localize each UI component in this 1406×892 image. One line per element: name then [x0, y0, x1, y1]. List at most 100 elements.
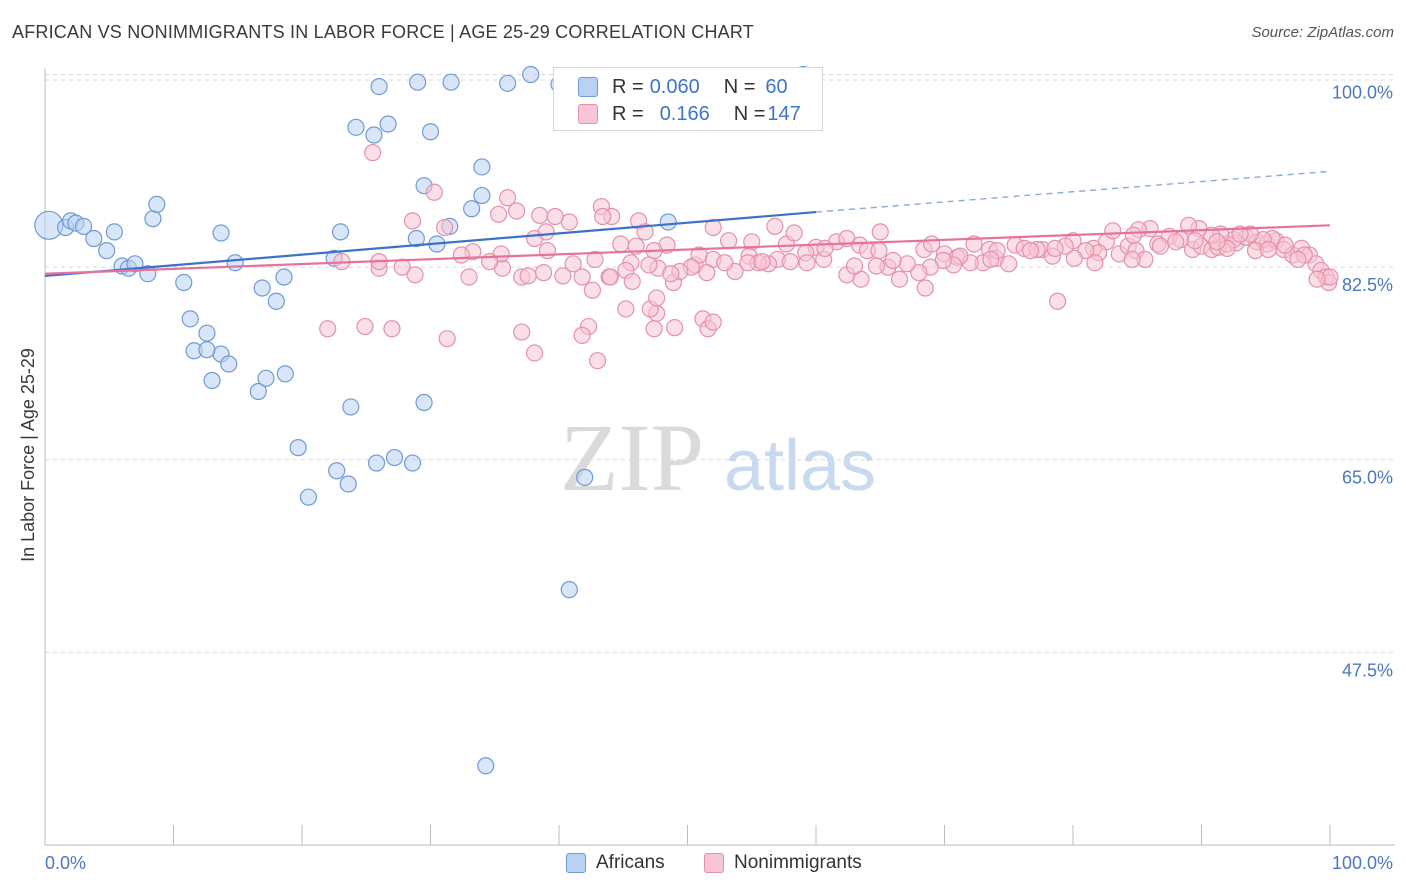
point-africans [385, 448, 404, 467]
point-africans [347, 118, 365, 136]
point-africans [98, 242, 116, 260]
point-nonimmigrants [816, 239, 834, 258]
point-africans [473, 158, 491, 176]
point-nonimmigrants [617, 300, 635, 318]
legend-row-africans: R = 0.060 N = 60 [554, 73, 788, 101]
point-nonimmigrants [356, 317, 374, 336]
y-tick-label: 82.5% [1342, 275, 1393, 295]
point-nonimmigrants [1289, 250, 1307, 269]
point-nonimmigrants [910, 264, 928, 282]
point-nonimmigrants [698, 264, 716, 282]
point-africans [257, 369, 275, 387]
trend-line-africans-extension [815, 170, 1331, 213]
watermark-zip: ZIP [560, 404, 704, 511]
point-africans [249, 382, 267, 401]
point-nonimmigrants [870, 242, 888, 260]
point-nonimmigrants [364, 144, 382, 162]
point-nonimmigrants [704, 313, 722, 331]
point-nonimmigrants [586, 250, 604, 269]
legend-swatch-nonimmigrants [704, 853, 724, 873]
legend-n-value: 147 [767, 102, 801, 125]
point-nonimmigrants [513, 323, 531, 341]
source-label: Source: ZipAtlas.com [1251, 24, 1394, 41]
point-africans [415, 393, 433, 412]
point-africans [403, 454, 422, 472]
point-africans [473, 186, 491, 205]
point-nonimmigrants [546, 207, 564, 226]
point-nonimmigrants [452, 246, 470, 264]
point-nonimmigrants [534, 264, 553, 282]
point-africans [328, 462, 346, 480]
point-nonimmigrants [403, 212, 422, 230]
legend-n-label: N = [733, 102, 766, 125]
point-africans [331, 223, 350, 241]
point-nonimmigrants [393, 258, 411, 276]
point-nonimmigrants [1065, 249, 1083, 267]
point-africans [74, 217, 93, 235]
point-nonimmigrants [916, 279, 934, 297]
point-africans [144, 210, 162, 228]
watermark: ZIP atlas [560, 404, 876, 511]
point-nonimmigrants [753, 253, 771, 271]
point-africans [659, 213, 677, 231]
point-nonimmigrants [884, 251, 902, 270]
point-nonimmigrants [640, 256, 658, 274]
legend-label-nonimmigrants: Nonimmigrants [734, 852, 862, 873]
point-nonimmigrants [1086, 254, 1104, 272]
point-nonimmigrants [490, 205, 508, 223]
point-africans [198, 341, 216, 359]
point-nonimmigrants [720, 232, 738, 250]
point-nonimmigrants [1048, 292, 1067, 310]
point-nonimmigrants [867, 257, 885, 275]
point-africans [275, 268, 293, 286]
point-nonimmigrants [781, 253, 799, 271]
point-africans [477, 757, 495, 775]
point-nonimmigrants [636, 223, 654, 241]
trend-lines [44, 170, 1331, 278]
point-africans [148, 195, 166, 213]
point-nonimmigrants [1208, 233, 1226, 251]
point-nonimmigrants [666, 319, 684, 337]
series-nonimmigrants [319, 144, 1339, 370]
point-nonimmigrants [564, 255, 582, 273]
legend-r-value: 0.060 [649, 75, 700, 98]
point-nonimmigrants [965, 235, 983, 253]
point-nonimmigrants [573, 268, 591, 286]
legend-swatch-africans [578, 77, 598, 97]
point-nonimmigrants [383, 320, 401, 338]
legend-n-label: N = [723, 75, 756, 98]
legend-row-nonimmigrants: R = 0.166 N = 147 [554, 100, 801, 128]
point-nonimmigrants [499, 189, 517, 207]
point-nonimmigrants [1046, 239, 1064, 258]
point-africans [407, 229, 425, 248]
point-nonimmigrants [662, 265, 680, 283]
point-africans [522, 65, 540, 84]
point-africans [342, 398, 360, 416]
point-africans [181, 310, 199, 328]
point-africans [299, 488, 318, 506]
point-nonimmigrants [1021, 242, 1040, 260]
point-nonimmigrants [690, 246, 708, 264]
point-africans [85, 229, 103, 248]
point-nonimmigrants [538, 242, 557, 260]
point-africans [442, 73, 460, 91]
y-tick-label: 47.5% [1342, 660, 1393, 680]
point-nonimmigrants [623, 272, 641, 291]
legend-swatch-africans [566, 853, 586, 873]
point-nonimmigrants [594, 207, 612, 226]
legend-r-value: 0.166 [659, 102, 710, 125]
point-nonimmigrants [612, 235, 630, 253]
point-nonimmigrants [519, 267, 537, 285]
point-nonimmigrants [845, 257, 864, 275]
point-africans [276, 365, 294, 383]
legend-n-value: 60 [765, 75, 788, 98]
point-africans [499, 74, 517, 92]
series-legend: Africans Nonimmigrants [0, 852, 1406, 878]
point-nonimmigrants [537, 223, 555, 241]
point-nonimmigrants [1151, 237, 1169, 255]
point-nonimmigrants [406, 266, 424, 284]
legend-label-africans: Africans [596, 852, 665, 873]
point-africans [409, 73, 427, 91]
point-nonimmigrants [798, 254, 816, 272]
